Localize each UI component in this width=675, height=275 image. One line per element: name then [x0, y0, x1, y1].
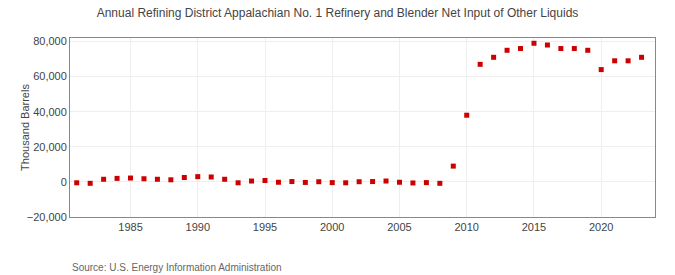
svg-text:−20,000: −20,000: [27, 211, 67, 223]
svg-text:40,000: 40,000: [33, 106, 67, 118]
svg-text:2020: 2020: [589, 221, 613, 233]
svg-text:0: 0: [61, 176, 67, 188]
svg-text:80,000: 80,000: [33, 35, 67, 47]
svg-text:Annual Refining District Appal: Annual Refining District Appalachian No.…: [97, 6, 579, 20]
svg-text:Source: U.S. Energy Informatio: Source: U.S. Energy Information Administ…: [72, 262, 282, 273]
svg-text:60,000: 60,000: [33, 70, 67, 82]
svg-text:1995: 1995: [253, 221, 277, 233]
svg-text:Thousand Barrels: Thousand Barrels: [19, 84, 31, 171]
svg-text:1985: 1985: [118, 221, 142, 233]
svg-text:1990: 1990: [186, 221, 210, 233]
svg-text:2000: 2000: [320, 221, 344, 233]
svg-text:20,000: 20,000: [33, 141, 67, 153]
svg-text:2010: 2010: [454, 221, 478, 233]
svg-text:2015: 2015: [522, 221, 546, 233]
svg-text:2005: 2005: [387, 221, 411, 233]
